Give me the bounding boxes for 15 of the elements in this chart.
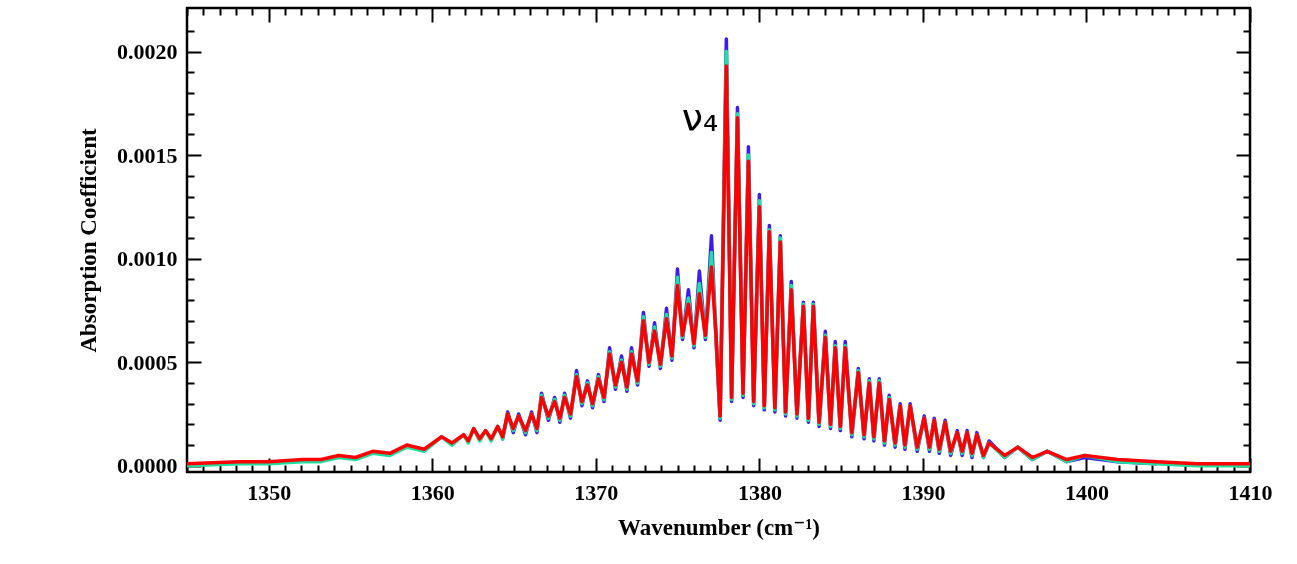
- y-tick-label: 0.0015: [117, 142, 178, 168]
- x-tick-label: 1370: [574, 479, 619, 505]
- y-tick-label: 0.0000: [117, 453, 178, 479]
- x-tick-label: 1380: [737, 479, 782, 505]
- x-tick-label: 1350: [247, 479, 292, 505]
- y-tick-label: 0.0010: [117, 246, 178, 272]
- x-axis-title: Wavenumber (cm⁻¹): [618, 514, 820, 540]
- y-tick-label: 0.0005: [117, 349, 178, 375]
- y-tick-label: 0.0020: [117, 39, 178, 64]
- x-tick-label: 1360: [410, 479, 455, 505]
- x-tick-label: 1410: [1228, 479, 1273, 505]
- x-tick-label: 1390: [901, 479, 946, 505]
- annotation: ν₄: [681, 96, 719, 140]
- y-axis-title: Absorption Coefficient: [76, 128, 101, 353]
- x-tick-label: 1400: [1064, 479, 1109, 505]
